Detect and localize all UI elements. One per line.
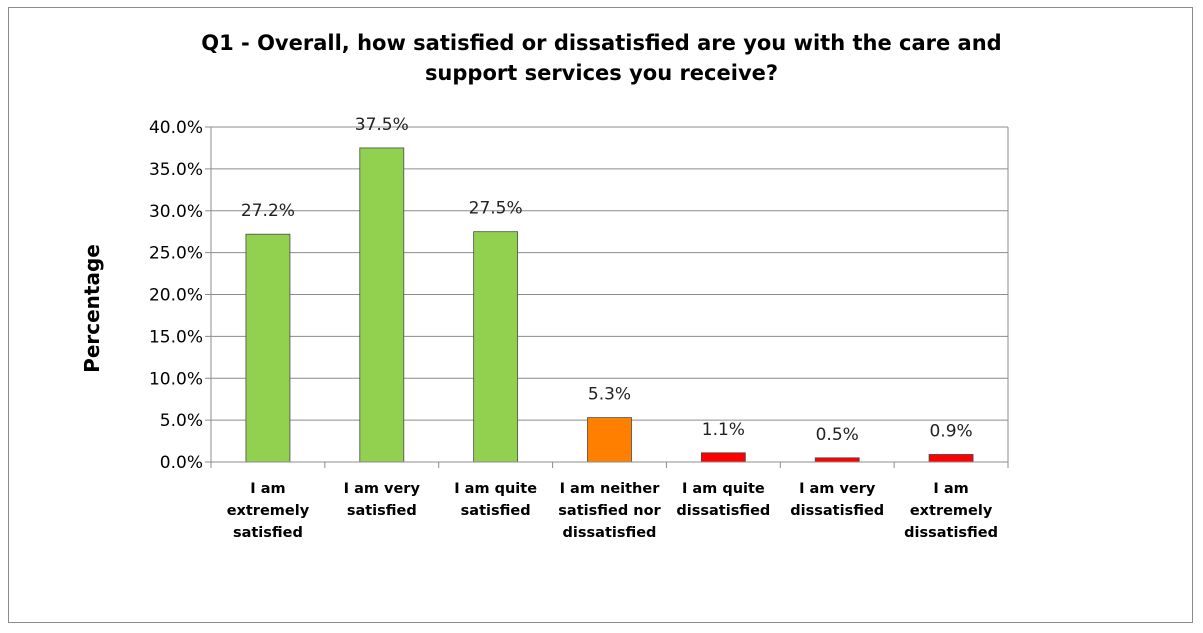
y-tick-label: 25.0% <box>149 244 203 264</box>
category-label-line: dissatisfied <box>790 503 884 519</box>
data-label: 27.5% <box>469 199 523 219</box>
bar <box>359 147 405 463</box>
category-label: I am very dissatisfied <box>790 481 884 519</box>
data-label: 1.1% <box>702 420 745 440</box>
bar <box>473 231 519 463</box>
y-tick-labels: 0.0% 5.0% 10.0% 15.0% 20.0% 25.0% 30.0% 35.0% 40… <box>149 118 203 473</box>
y-tick-label: 30.0% <box>149 202 203 222</box>
category-label: I am extremely dissatisfied <box>904 481 998 541</box>
category-label: I am quite satisfied <box>454 481 537 519</box>
bars <box>245 147 974 463</box>
data-label: 5.3% <box>588 385 631 405</box>
chart-title-line-2: support services you receive? <box>424 61 779 85</box>
category-label-line: I am <box>933 481 968 497</box>
category-label-line: satisfied nor <box>558 503 661 519</box>
y-tick-label: 40.0% <box>149 118 203 138</box>
category-label-line: I am quite <box>682 481 765 497</box>
category-label-line: dissatisfied <box>563 525 657 541</box>
category-label: I am very satisfied <box>344 481 421 519</box>
category-label-line: I am very <box>344 481 421 497</box>
y-tick-label: 35.0% <box>149 160 203 180</box>
bar <box>587 417 632 463</box>
category-label: I am extremely satisfied <box>227 481 310 541</box>
chart-title: Q1 - Overall, how satisfied or dissatisf… <box>0 28 1203 88</box>
y-tick-label: 10.0% <box>149 369 203 389</box>
data-label: 0.5% <box>816 425 859 445</box>
category-label-line: extremely <box>910 503 993 519</box>
category-label-line: I am <box>250 481 285 497</box>
category-label-line: dissatisfied <box>904 525 998 541</box>
bar <box>700 452 746 463</box>
category-label-line: dissatisfied <box>676 503 770 519</box>
y-tick-label: 0.0% <box>160 453 203 473</box>
y-tick-label: 15.0% <box>149 327 203 347</box>
data-label: 37.5% <box>355 115 409 135</box>
gridlines <box>211 126 1008 421</box>
category-label-line: satisfied <box>233 525 303 541</box>
axes <box>205 126 1009 468</box>
category-label-line: extremely <box>227 503 310 519</box>
bar <box>814 457 860 463</box>
category-label-line: I am very <box>799 481 876 497</box>
y-axis-label: Percentage <box>80 244 104 373</box>
data-label: 0.9% <box>929 421 972 441</box>
category-label: I am neither satisfied nor dissatisfied <box>558 481 661 541</box>
chart-title-line-1: Q1 - Overall, how satisfied or dissatisf… <box>201 31 1002 55</box>
chart-frame <box>8 7 1193 623</box>
category-label-line: satisfied <box>347 503 417 519</box>
y-tick-label: 20.0% <box>149 286 203 306</box>
y-tick-label: 5.0% <box>160 411 203 431</box>
data-label: 27.2% <box>241 201 295 221</box>
category-label-line: satisfied <box>461 503 531 519</box>
category-labels: I am extremely satisfied I am very satisfied… <box>227 481 998 541</box>
bar <box>928 454 974 463</box>
category-label-line: I am quite <box>454 481 537 497</box>
category-label-line: I am neither <box>560 481 661 497</box>
category-label: I am quite dissatisfied <box>676 481 770 519</box>
data-labels: 27.2% 37.5% 27.5% 5.3% 1.1% 0.5% 0.9% <box>241 115 973 445</box>
bar <box>245 233 291 463</box>
